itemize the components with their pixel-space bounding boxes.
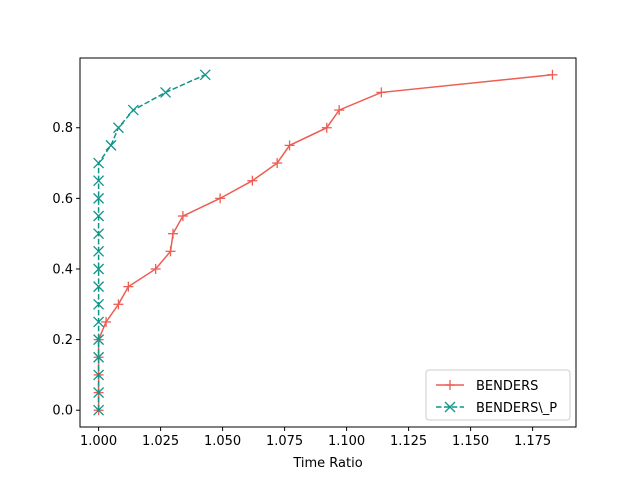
legend-entry-benders: BENDERS: [436, 379, 538, 394]
series-1-point-2: [93, 369, 105, 381]
series-1-point-9: [93, 245, 105, 257]
series-0-point-18: [376, 87, 387, 98]
x-tick-label-6: 1.150: [452, 434, 489, 449]
series-0-point-11: [177, 211, 188, 222]
legend-entry-benders-p: BENDERS\_P: [436, 401, 557, 416]
series-0-point-5: [101, 316, 112, 327]
series-1-point-19: [199, 69, 211, 81]
plot-background: [80, 58, 576, 427]
series-0-point-17: [334, 105, 345, 116]
x-axis: 1.000 1.025 1.050 1.075 1.100 1.125 1.150 1.175: [80, 427, 551, 449]
series-1-point-11: [93, 210, 105, 222]
series-1-point-1: [93, 387, 105, 399]
x-tick-label-1: 1.025: [142, 434, 179, 449]
series-1-point-17: [127, 104, 139, 116]
y-tick-label-3: 0.6: [52, 192, 73, 207]
series-1-point-10: [93, 228, 105, 240]
series-1: [93, 69, 211, 416]
y-axis: 0.0 0.2 0.4 0.6 0.8: [52, 121, 80, 419]
series-1-point-13: [93, 175, 105, 187]
series-line-1: [97, 74, 206, 411]
legend-marker-benders: [445, 380, 455, 390]
y-tick-label-1: 0.2: [52, 333, 73, 348]
series-1-point-16: [112, 122, 124, 134]
legend-marker-benders-p: [444, 401, 456, 413]
x-tick-label-3: 1.075: [266, 434, 303, 449]
series-0-point-7: [123, 281, 134, 292]
y-tick-label-0: 0.0: [52, 404, 73, 419]
series-0-point-16: [321, 122, 332, 133]
x-tick-label-4: 1.100: [328, 434, 365, 449]
series-1-point-0: [93, 404, 105, 416]
series-1-point-6: [93, 298, 105, 310]
series-0-point-15: [284, 140, 295, 151]
series-0-point-8: [150, 263, 161, 274]
series-0-point-19: [547, 69, 558, 80]
series-1-point-8: [93, 263, 105, 275]
y-tick-label-4: 0.8: [52, 121, 73, 136]
series-0-point-6: [113, 299, 124, 310]
x-tick-label-2: 1.050: [204, 434, 241, 449]
series-1-point-3: [93, 351, 105, 363]
x-tick-label-0: 1.000: [80, 434, 117, 449]
series-1-point-15: [105, 139, 117, 151]
legend-marker-glyph-1: [444, 401, 456, 413]
x-tick-label-7: 1.175: [514, 434, 551, 449]
series-1-point-18: [160, 86, 172, 98]
series-1-point-4: [93, 334, 105, 346]
series-layer: [93, 69, 558, 416]
series-1-point-14: [93, 157, 105, 169]
series-1-point-7: [93, 281, 105, 293]
x-tick-label-5: 1.125: [390, 434, 427, 449]
legend-label-benders-p: BENDERS\_P: [476, 401, 557, 416]
x-axis-label: Time Ratio: [292, 456, 362, 471]
plot-frame: [79, 57, 577, 428]
series-0-point-10: [168, 228, 178, 239]
legend: BENDERS BENDERS\_P: [425, 369, 571, 421]
legend-marker-glyph-0: [445, 380, 455, 390]
y-tick-label-2: 0.4: [52, 262, 73, 277]
series-1-point-12: [93, 192, 105, 204]
series-0-point-12: [215, 193, 226, 204]
series-0-point-14: [272, 158, 283, 169]
legend-label-benders: BENDERS: [476, 379, 538, 394]
series-1-point-5: [93, 316, 105, 328]
series-0-point-9: [165, 246, 176, 257]
series-0-point-13: [247, 175, 258, 186]
